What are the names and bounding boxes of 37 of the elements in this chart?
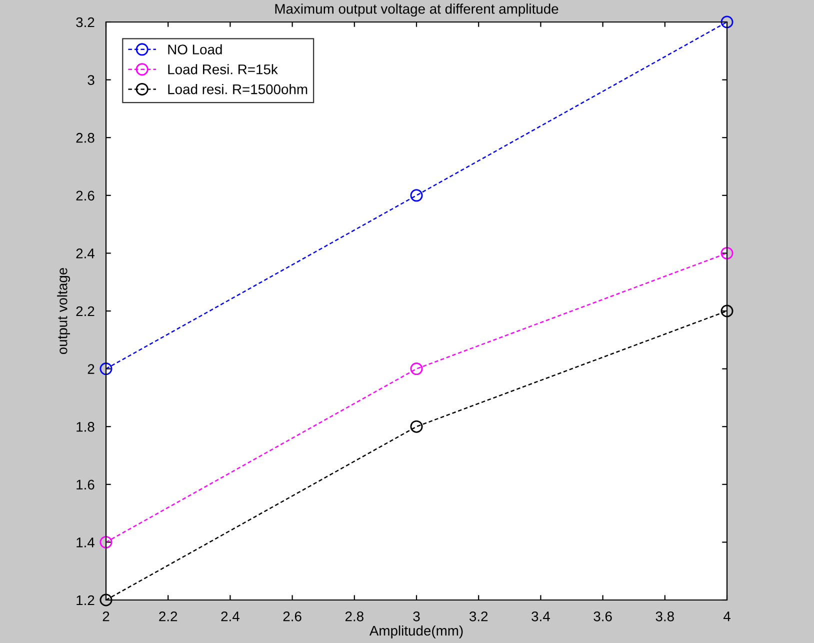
x-tick-label: 2 (102, 611, 110, 622)
point (720, 246, 734, 260)
y-tick-label: 1.2 (76, 595, 94, 606)
x-tick-label: 2.2 (159, 611, 178, 622)
x-tick-label: 3 (413, 611, 420, 622)
point (720, 16, 734, 28)
point (100, 594, 112, 606)
chart-title: Maximum output voltage at different amplitude (275, 4, 558, 17)
y-tick-label: 2.4 (76, 248, 94, 258)
y-tick-label: 1.4 (76, 538, 94, 548)
legend-label: NO Load (168, 44, 222, 54)
x-tick-label: 3.4 (532, 611, 550, 622)
x-tick-label: 2.8 (345, 611, 364, 622)
legend-label: Load resi. R=1500ohm (168, 84, 308, 94)
y-tick-label: 2 (88, 364, 94, 374)
x-axis-title: Amplitude(mm) (369, 625, 463, 638)
y-tick-label: 2.2 (76, 306, 94, 316)
point (410, 420, 423, 433)
x-tick-label: 2.6 (283, 611, 302, 622)
point (410, 362, 423, 376)
point (410, 189, 423, 202)
x-tick-label: 3.8 (656, 611, 674, 622)
y-tick-label: 2.8 (76, 132, 94, 143)
y-tick-label: 3 (88, 75, 94, 85)
y-tick-label: 2.6 (76, 190, 94, 201)
y-axis-title: output voltage (57, 268, 70, 354)
point (100, 362, 112, 376)
x-tick-label: 2.4 (221, 611, 240, 622)
x-tick-label: 3.2 (469, 611, 488, 622)
x-tick-label: 3.6 (594, 611, 612, 622)
y-tick-label: 1.6 (76, 480, 94, 490)
point (100, 536, 112, 548)
x-tick-label: 4 (723, 612, 730, 622)
y-tick-label: 3.2 (76, 17, 94, 28)
legend-label: Load Resi. R=15k (168, 64, 278, 74)
y-tick-label: 1.8 (76, 422, 94, 432)
point (720, 304, 734, 318)
